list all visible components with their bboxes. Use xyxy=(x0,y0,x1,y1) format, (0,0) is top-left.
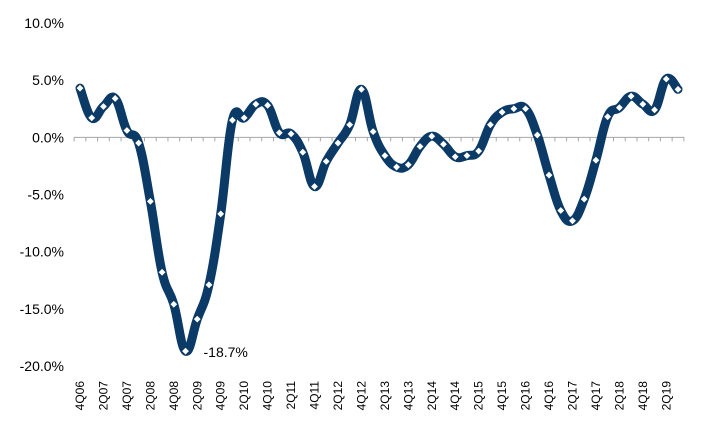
x-tick-label: 4Q17 xyxy=(589,381,603,411)
data-point xyxy=(569,217,576,225)
data-point xyxy=(170,300,178,308)
data-point xyxy=(522,105,529,113)
data-point xyxy=(158,268,166,276)
x-tick-label: 4Q09 xyxy=(214,381,228,411)
data-point xyxy=(486,121,494,129)
x-tick-label: 2Q17 xyxy=(565,381,579,411)
x-tick-label: 4Q08 xyxy=(167,381,181,411)
annotations-group: -18.7% xyxy=(204,344,248,360)
data-point xyxy=(393,163,400,171)
data-point xyxy=(451,153,459,161)
data-point xyxy=(88,114,96,122)
data-point xyxy=(146,197,154,205)
data-point xyxy=(533,131,541,139)
data-point xyxy=(135,139,143,147)
data-point xyxy=(252,100,260,108)
series-line xyxy=(75,73,683,356)
data-point xyxy=(604,113,612,121)
y-tick-label: 5.0% xyxy=(32,72,64,88)
data-point xyxy=(264,101,272,109)
x-tick-label: 2Q14 xyxy=(425,381,439,411)
x-tick-label: 2Q08 xyxy=(143,381,157,411)
x-tick-label: 4Q07 xyxy=(120,381,134,411)
x-tick-label: 4Q14 xyxy=(448,381,462,411)
data-point xyxy=(639,100,647,108)
data-point xyxy=(275,129,283,137)
data-point xyxy=(100,103,107,110)
data-point xyxy=(334,139,342,147)
data-point xyxy=(557,207,565,214)
data-point xyxy=(358,85,365,93)
data-point xyxy=(182,347,189,355)
x-tick-label: 2Q10 xyxy=(237,381,251,411)
data-point xyxy=(404,161,412,169)
x-tick-label: 4Q18 xyxy=(636,381,650,411)
y-tick-label: -10.0% xyxy=(20,244,64,260)
data-point xyxy=(545,171,553,179)
x-tick-label: 4Q11 xyxy=(308,381,322,410)
data-point xyxy=(123,127,131,134)
x-tick-label: 4Q13 xyxy=(401,381,415,411)
data-point xyxy=(369,128,377,136)
x-tick-label: 2Q18 xyxy=(612,381,626,411)
data-point xyxy=(311,183,318,190)
data-point xyxy=(615,104,623,112)
y-tick-label: 0.0% xyxy=(32,129,64,145)
data-point xyxy=(111,95,119,102)
data-point xyxy=(381,152,389,160)
x-tick-label: 4Q16 xyxy=(542,381,556,411)
x-tick-label: 2Q09 xyxy=(190,381,204,411)
x-tick-label: 2Q13 xyxy=(378,381,392,411)
y-axis-ticks: 10.0% 5.0% 0.0% -5.0% -10.0% -15.0% -20.0% xyxy=(20,15,64,374)
marker-group xyxy=(76,75,682,355)
x-tick-label: 2Q15 xyxy=(472,381,486,411)
y-tick-label: -15.0% xyxy=(20,301,64,317)
y-tick-label: 10.0% xyxy=(24,15,64,31)
data-point xyxy=(229,116,236,124)
data-point xyxy=(510,105,518,113)
data-point xyxy=(498,108,506,116)
data-point xyxy=(240,114,248,122)
data-point xyxy=(627,92,635,100)
data-point xyxy=(580,195,588,203)
x-tick-label: 2Q07 xyxy=(96,381,110,411)
x-tick-label: 4Q15 xyxy=(495,381,509,411)
x-tick-label: 4Q06 xyxy=(73,381,87,411)
x-tick-label: 4Q10 xyxy=(261,381,275,411)
data-point xyxy=(662,75,670,83)
data-point xyxy=(475,147,483,155)
data-point xyxy=(322,157,330,165)
data-label: -18.7% xyxy=(204,344,248,360)
data-point xyxy=(287,130,295,138)
data-point xyxy=(416,143,424,150)
data-point xyxy=(299,148,307,156)
y-tick-label: -20.0% xyxy=(20,358,64,374)
x-tick-label: 4Q12 xyxy=(354,381,368,411)
data-point xyxy=(76,84,84,92)
data-point xyxy=(463,152,471,160)
data-point xyxy=(205,281,213,289)
data-point xyxy=(217,210,225,218)
x-tick-label: 2Q11 xyxy=(284,381,298,410)
x-tick-label: 2Q19 xyxy=(659,381,673,411)
x-tick-label: 2Q16 xyxy=(519,381,533,411)
data-point xyxy=(193,315,201,323)
data-point xyxy=(651,106,658,114)
y-tick-label: -5.0% xyxy=(27,187,64,203)
data-point xyxy=(440,140,447,148)
series-group xyxy=(75,73,683,356)
x-tick-label: 2Q12 xyxy=(331,381,345,411)
data-point xyxy=(592,156,600,164)
data-point xyxy=(428,132,436,140)
x-axis-labels: 4Q06 2Q07 4Q07 2Q08 4Q08 2Q09 4Q09 2Q10 4Q10 2Q11… xyxy=(73,381,673,411)
data-point xyxy=(346,121,354,129)
data-point xyxy=(674,85,682,93)
